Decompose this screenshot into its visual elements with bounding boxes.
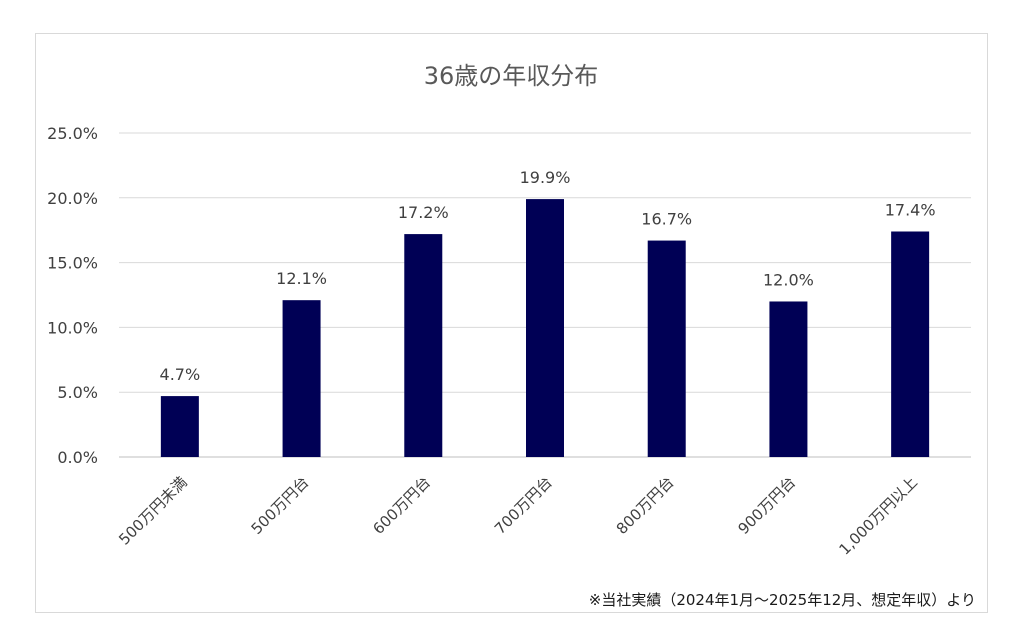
x-tick-label: 500万円未満: [115, 473, 190, 548]
bar: [526, 199, 564, 457]
y-tick-label: 20.0%: [47, 189, 98, 208]
data-label: 17.4%: [885, 200, 936, 219]
y-tick-label: 5.0%: [57, 383, 98, 402]
y-axis-ticks: 0.0% 5.0% 10.0% 15.0% 20.0% 25.0%: [47, 124, 98, 467]
gridlines: [119, 132, 971, 458]
data-label: 19.9%: [520, 168, 571, 187]
y-tick-label: 25.0%: [47, 124, 98, 143]
bars: [160, 199, 930, 457]
bar: [282, 300, 321, 457]
chart-title: 36歳の年収分布: [424, 62, 599, 90]
data-label: 4.7%: [160, 365, 201, 384]
data-label: 17.2%: [398, 203, 449, 222]
x-tick-label: 500万円台: [248, 473, 313, 538]
x-tick-label: 900万円台: [734, 473, 799, 538]
y-tick-label: 0.0%: [57, 448, 98, 467]
x-axis-ticks: 500万円未満 500万円台 600万円台 700万円台 800万円台 900万円台 1,0…: [115, 473, 921, 559]
data-label: 16.7%: [641, 210, 692, 229]
x-tick-label: 600万円台: [369, 473, 434, 538]
data-labels: 4.7% 12.1% 17.2% 19.9% 16.7% 12.0% 17.4%: [160, 168, 936, 384]
bar: [891, 231, 930, 457]
bar: [769, 301, 808, 457]
y-tick-label: 10.0%: [47, 318, 98, 337]
chart-frame: [35, 33, 988, 613]
bar: [404, 234, 443, 457]
y-tick-label: 15.0%: [47, 254, 98, 273]
x-tick-label: 1,000万円以上: [835, 473, 921, 559]
footnote: ※当社実績（2024年1月～2025年12月、想定年収）より: [588, 591, 976, 609]
bar: [647, 240, 686, 457]
data-label: 12.1%: [276, 269, 327, 288]
x-tick-label: 800万円台: [613, 473, 678, 538]
x-tick-label: 700万円台: [491, 473, 556, 538]
bar: [160, 396, 199, 457]
data-label: 12.0%: [763, 270, 814, 289]
